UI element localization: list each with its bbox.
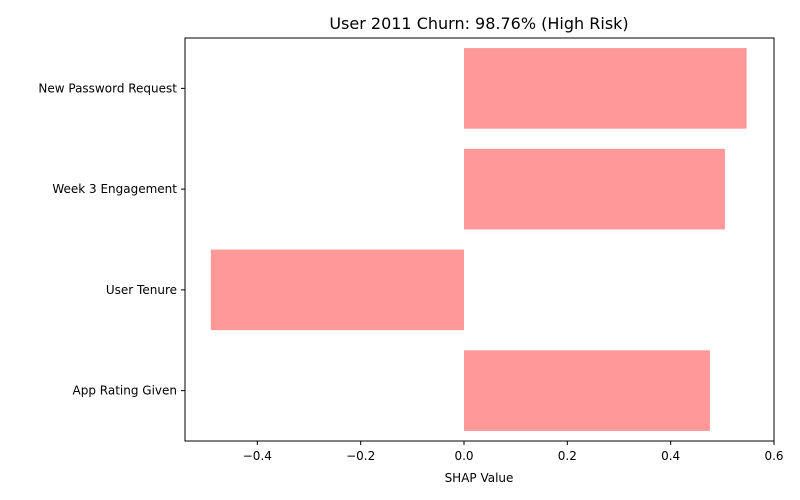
x-axis-ticks: −0.4 −0.2 0.0 0.2 0.4 0.6 bbox=[243, 441, 784, 463]
x-tick-label: 0.2 bbox=[558, 449, 577, 463]
x-axis-label: SHAP Value bbox=[445, 471, 514, 485]
chart-title: User 2011 Churn: 98.76% (High Risk) bbox=[329, 14, 628, 33]
x-tick-label: 0.0 bbox=[454, 449, 473, 463]
y-axis-ticks: New Password Request Week 3 Engagement Use… bbox=[38, 81, 185, 398]
bar-app-rating-given bbox=[464, 350, 710, 431]
plot-frame bbox=[184, 37, 775, 442]
x-tick-label: 0.6 bbox=[764, 449, 783, 463]
y-tick-label: User Tenure bbox=[106, 283, 177, 297]
y-tick-label: New Password Request bbox=[38, 81, 177, 95]
y-tick-label: App Rating Given bbox=[73, 384, 177, 398]
x-tick-label: 0.4 bbox=[661, 449, 680, 463]
bar-week-3-engagement bbox=[464, 148, 725, 230]
x-tick-label: −0.2 bbox=[346, 449, 375, 463]
bar-new-password-request bbox=[464, 48, 747, 129]
bar-user-tenure bbox=[210, 249, 464, 331]
y-tick-label: Week 3 Engagement bbox=[52, 182, 177, 196]
x-tick-label: −0.4 bbox=[243, 449, 272, 463]
bars-group bbox=[210, 48, 747, 431]
